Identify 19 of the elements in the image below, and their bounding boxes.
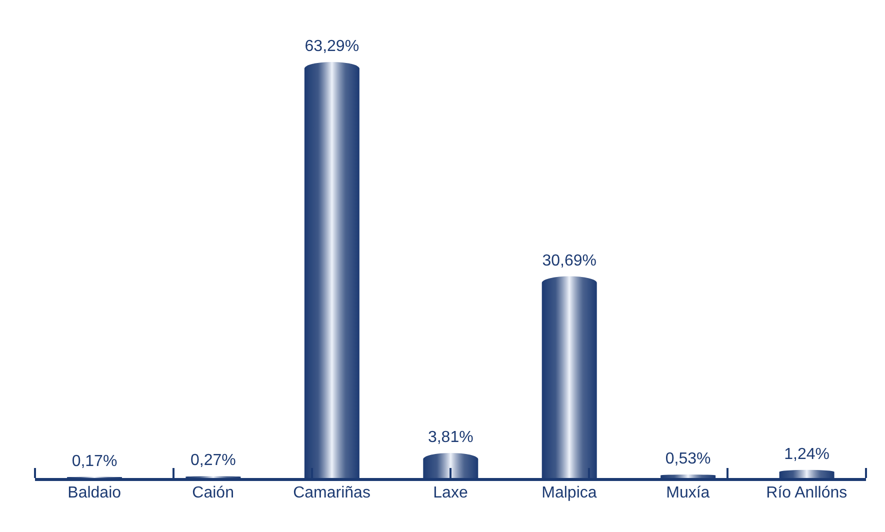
data-label: 63,29% <box>304 38 360 55</box>
bar <box>423 452 478 478</box>
bar <box>304 62 360 478</box>
x-tick-label: Malpica <box>542 484 597 502</box>
bar <box>779 470 834 478</box>
data-label: 3,81% <box>428 428 474 446</box>
x-tick-label: Baldaio <box>68 484 122 502</box>
bar <box>660 474 716 478</box>
data-label: 1,24% <box>784 446 830 463</box>
x-tick-label: Río Anllóns <box>766 484 848 502</box>
x-tick-label: Camariñas <box>293 484 370 502</box>
data-label: 0,27% <box>190 452 236 470</box>
bar <box>542 276 597 478</box>
x-tick-label: Laxe <box>433 484 468 502</box>
data-label: 0,17% <box>72 452 118 470</box>
data-label: 0,53% <box>665 450 711 468</box>
x-tick-label: Muxía <box>666 484 710 502</box>
x-tick-label: Caión <box>192 484 234 502</box>
data-label: 30,69% <box>542 252 596 270</box>
